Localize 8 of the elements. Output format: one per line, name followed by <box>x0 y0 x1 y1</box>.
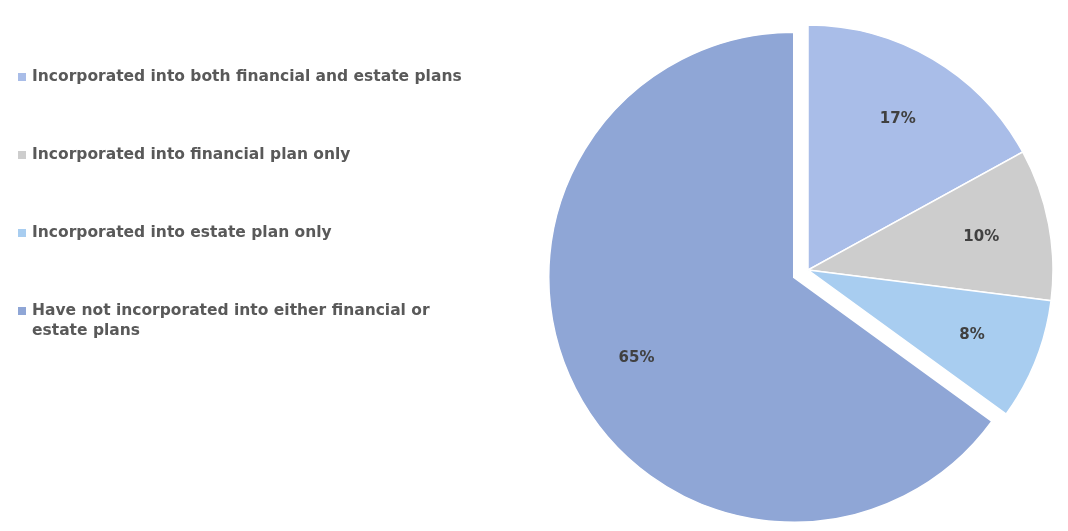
legend-label: Incorporated into estate plan only <box>32 223 332 241</box>
legend-label: Incorporated into financial plan only <box>32 145 351 163</box>
legend-label: Incorporated into both financial and estate plans <box>32 67 462 85</box>
data-label: 8% <box>959 325 985 344</box>
data-label: 10% <box>963 227 1000 246</box>
legend-label: Have not incorporated into either financial or estate plans <box>32 301 430 339</box>
data-label: 65% <box>618 347 655 366</box>
data-label: 17% <box>879 108 916 127</box>
